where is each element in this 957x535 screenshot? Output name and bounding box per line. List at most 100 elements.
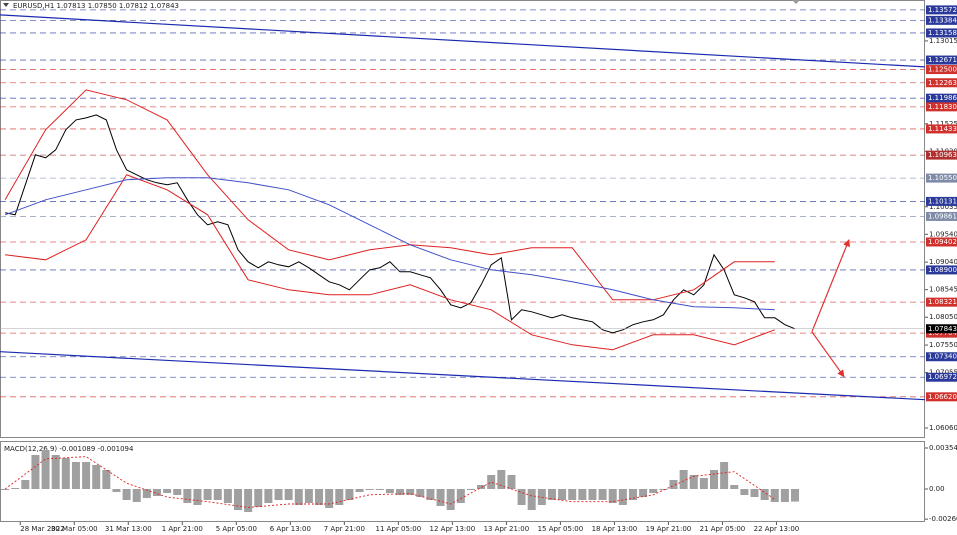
- level-label: 1.09402: [928, 238, 957, 246]
- macd-bar: [679, 470, 688, 490]
- x-tick-label: 22 Apr 13:00: [754, 525, 800, 533]
- macd-bar: [456, 489, 465, 503]
- macd-bar: [284, 489, 293, 501]
- macd-bar: [193, 489, 202, 505]
- macd-bar: [699, 478, 708, 490]
- level-label-box: [926, 124, 957, 134]
- macd-bar: [183, 489, 192, 503]
- macd-bar: [122, 489, 131, 501]
- macd-title: MACD(12,26,9) -0.001089 -0.001094: [4, 445, 134, 453]
- macd-bar: [234, 489, 243, 511]
- level-label: 1.13158: [928, 29, 957, 37]
- level-label: 1.11433: [928, 125, 957, 133]
- macd-bar: [244, 489, 253, 513]
- macd-bar: [406, 489, 415, 496]
- y-tick-label: 1.09040: [929, 258, 957, 266]
- level-label-box: [926, 150, 957, 160]
- macd-pane: [0, 441, 925, 522]
- macd-bar: [264, 489, 273, 503]
- y-tick-label: 1.11525: [929, 120, 957, 128]
- macd-bar: [669, 480, 678, 490]
- macd-bar: [21, 480, 30, 490]
- level-label: 1.09861: [928, 212, 957, 220]
- macd-bar: [112, 489, 121, 492]
- macd-bar: [304, 489, 313, 503]
- trend-line: [0, 14, 926, 68]
- y-tick-label: 1.06060: [929, 424, 957, 432]
- level-label: 1.06620: [928, 393, 957, 401]
- level-label-box: [926, 55, 957, 65]
- level-label-box: [926, 265, 957, 275]
- macd-bar: [254, 489, 263, 507]
- macd-bar: [507, 475, 516, 490]
- macd-bar: [325, 489, 334, 509]
- macd-bar: [466, 489, 475, 490]
- macd-bar: [294, 489, 303, 505]
- macd-bar: [385, 489, 394, 494]
- macd-bar: [639, 489, 648, 498]
- y-tick-label: 1.07550: [929, 341, 957, 349]
- macd-bar: [608, 489, 617, 503]
- level-label: 1.13572: [928, 6, 957, 14]
- x-tick-label: 21 Apr 05:00: [700, 525, 746, 533]
- level-label-box: [926, 28, 957, 38]
- macd-bar: [578, 489, 587, 501]
- collapse-icon[interactable]: [3, 3, 9, 7]
- forecast-arrow: [811, 239, 850, 333]
- price-line: [5, 114, 796, 334]
- macd-bar: [41, 450, 50, 490]
- y-tick-label: 1.08050: [929, 313, 957, 321]
- macd-bar: [649, 489, 658, 494]
- macd-bar: [355, 489, 364, 492]
- x-tick-label: 18 Apr 13:00: [592, 525, 638, 533]
- macd-bar: [689, 475, 698, 490]
- level-label: 1.12263: [928, 79, 957, 87]
- macd-bar: [142, 489, 151, 499]
- level-label-box: [926, 196, 957, 206]
- y-tick-label: 0.003545: [929, 444, 957, 452]
- macd-bar: [436, 489, 445, 507]
- level-label: 1.11986: [928, 94, 957, 102]
- macd-bar: [92, 465, 101, 490]
- x-tick-label: 28 Mar 2022: [20, 525, 64, 533]
- macd-bar: [446, 489, 455, 511]
- level-label-box: [926, 102, 957, 112]
- macd-bar: [71, 462, 80, 490]
- x-tick-label: 12 Apr 13:00: [430, 525, 476, 533]
- price-line: [5, 174, 775, 351]
- level-label-box: [926, 5, 957, 15]
- macd-bar: [750, 489, 759, 498]
- level-label: 1.07340: [928, 353, 957, 361]
- x-tick-label: 15 Apr 05:00: [538, 525, 584, 533]
- macd-bar: [396, 489, 405, 496]
- macd-bar: [720, 462, 729, 490]
- level-label-box: [926, 93, 957, 103]
- macd-bar: [588, 489, 597, 501]
- level-label: 1.08321: [928, 298, 957, 306]
- x-tick-label: 6 Apr 13:00: [270, 525, 311, 533]
- macd-bar: [527, 489, 536, 511]
- y-tick-label: 1.08545: [929, 286, 957, 294]
- macd-bar: [173, 489, 182, 496]
- macd-bar: [710, 470, 719, 490]
- macd-bar: [375, 489, 384, 490]
- macd-bar: [51, 454, 60, 490]
- level-label-box: [926, 65, 957, 75]
- current-price-box: [926, 324, 957, 334]
- macd-bar: [416, 489, 425, 498]
- macd-bar: [659, 489, 668, 490]
- level-label-box: [926, 237, 957, 247]
- macd-bar: [780, 489, 789, 503]
- level-label: 1.10131: [928, 197, 957, 205]
- x-tick-label: 19 Apr 21:00: [646, 525, 692, 533]
- y-tick-label: 1.07055: [929, 369, 957, 377]
- macd-bar: [628, 489, 637, 501]
- macd-bar: [335, 489, 344, 505]
- macd-bar: [791, 489, 800, 502]
- price-pane: [0, 0, 925, 438]
- macd-bar: [598, 489, 607, 501]
- macd-bar: [213, 489, 222, 501]
- macd-bar: [517, 489, 526, 505]
